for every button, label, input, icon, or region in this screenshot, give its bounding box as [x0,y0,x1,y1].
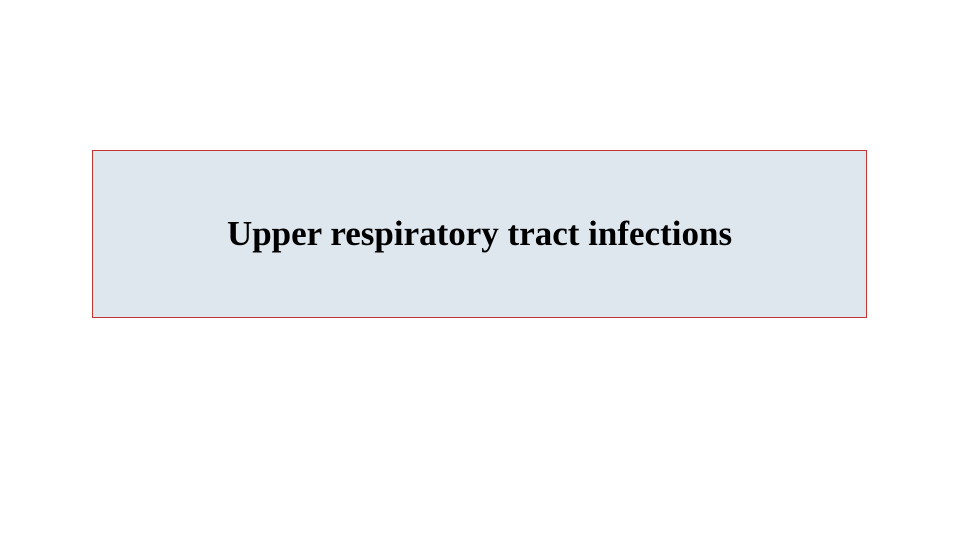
title-box: Upper respiratory tract infections [92,150,867,318]
slide-title: Upper respiratory tract infections [227,214,732,254]
